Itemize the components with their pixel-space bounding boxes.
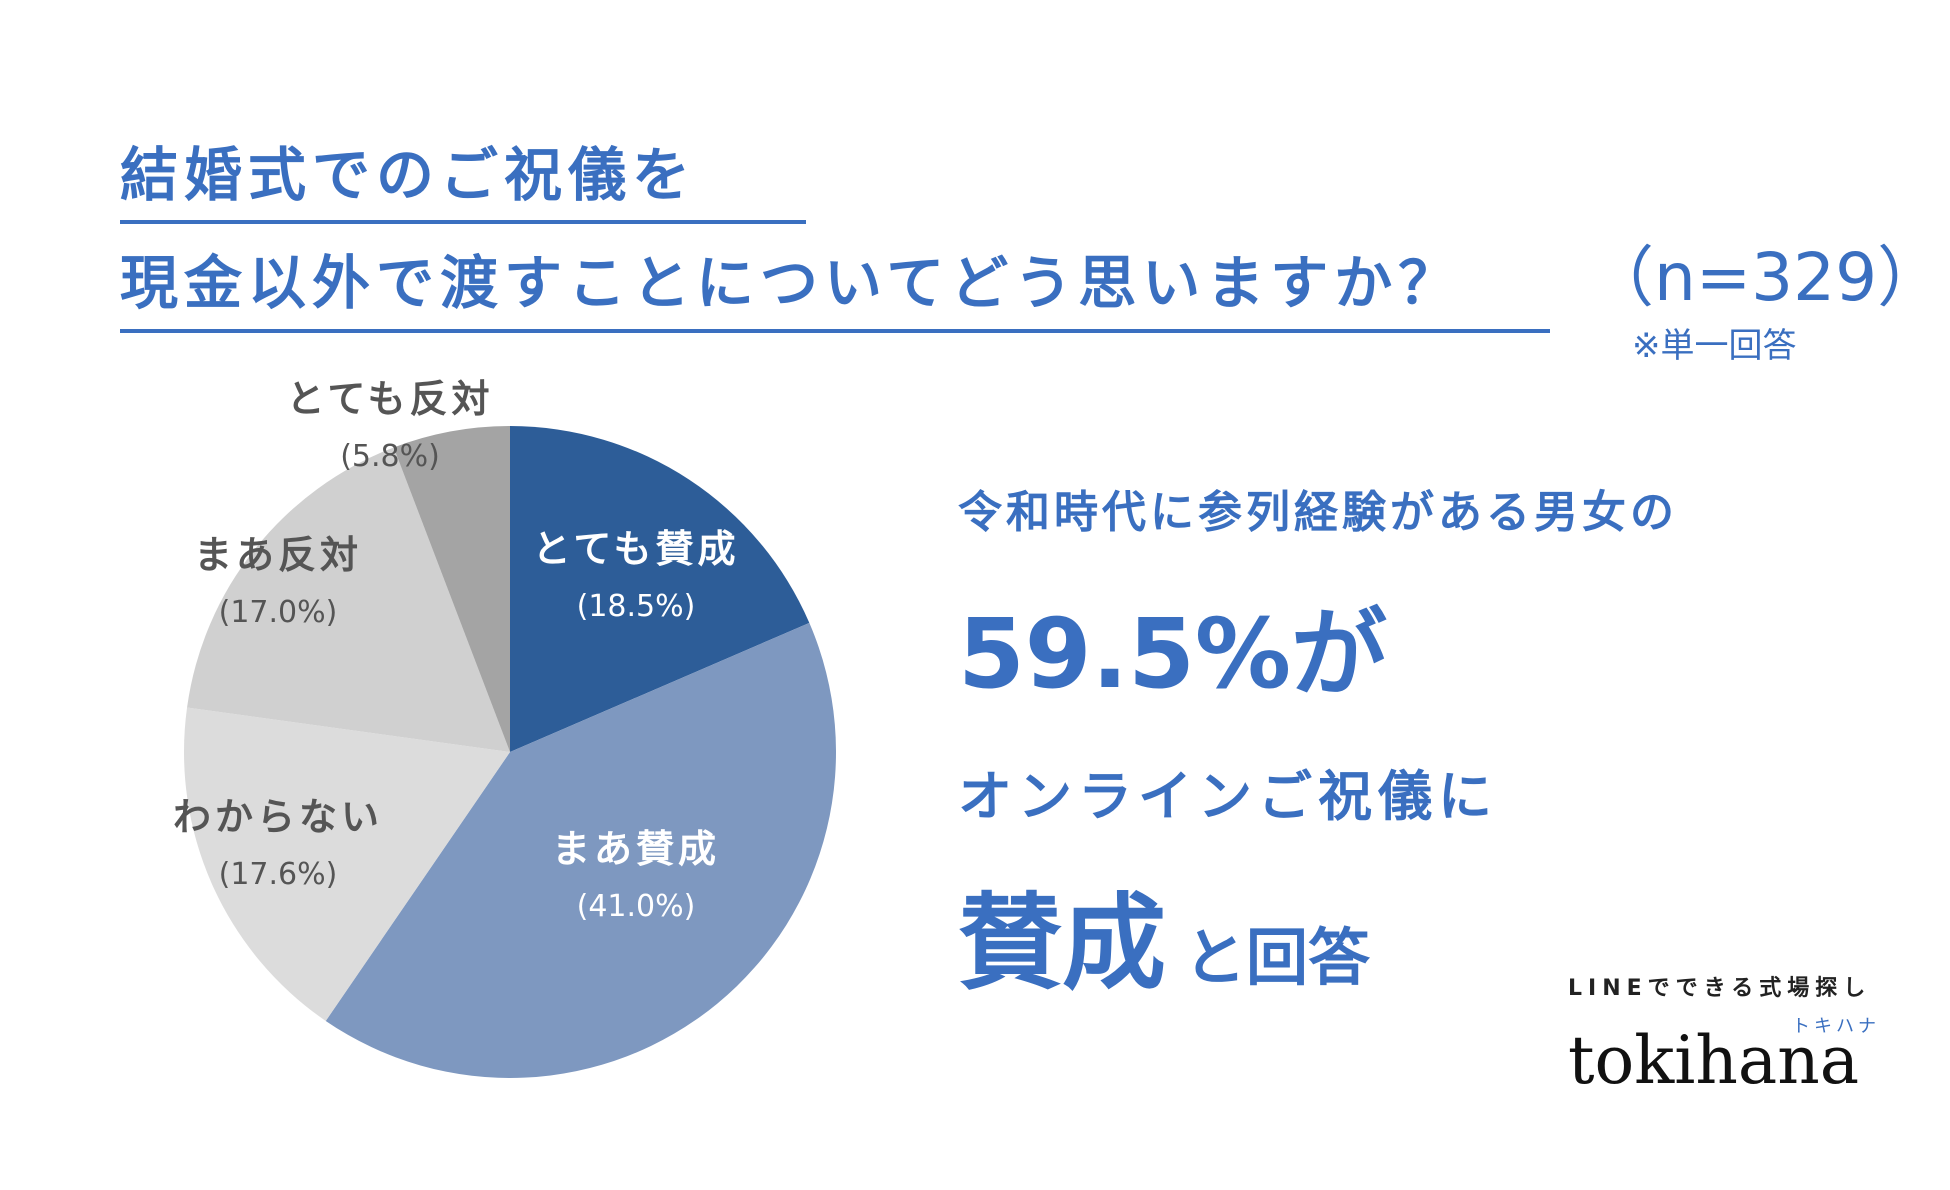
brand-logo: tokihana	[1568, 1022, 1860, 1099]
pie-category-label-2: まあ賛成	[552, 827, 720, 871]
single-answer-note: ※単一回答	[1632, 326, 1797, 366]
pie-slice-5	[393, 426, 510, 752]
brand-kana: トキハナ	[1792, 1016, 1880, 1037]
pie-chart: とても賛成 (18.5%) まあ賛成 (41.0%) わからない (17.6%) まあ反対 (…	[173, 377, 837, 1078]
pie-category-label-1: とても賛成	[533, 527, 740, 571]
pie-value-label-2: (41.0%)	[577, 889, 696, 924]
message-answer-word: と回答	[1184, 921, 1371, 994]
pie-slice-2	[325, 622, 837, 1078]
pie-slice-3	[184, 707, 510, 1021]
pie-category-label-4: まあ反対	[194, 533, 362, 577]
title-underline-1	[120, 220, 806, 224]
brand-tagline: LINEでできる式場探し	[1568, 976, 1872, 1001]
message-line-1: 令和時代に参列経験がある男女の	[958, 487, 1678, 538]
title-underline-2	[120, 329, 1550, 333]
pie-category-label-5: とても反対	[287, 377, 494, 421]
message-line-4: 賛成 と回答	[958, 858, 1370, 1009]
message-percent: 59.5%が	[958, 598, 1388, 710]
message-line-3: オンラインご祝儀に	[958, 765, 1498, 828]
pie-value-label-5: (5.8%)	[340, 439, 440, 474]
pie-value-label-1: (18.5%)	[577, 589, 696, 624]
pie-value-label-3: (17.6%)	[219, 857, 338, 892]
title-line-2: 現金以外で渡すことについてどう思いますか？	[120, 249, 1463, 317]
pie-slice-4	[187, 447, 511, 752]
pie-slice-1	[510, 426, 810, 752]
sample-size-label: （n=329）	[1588, 239, 1944, 316]
message-agree-word: 賛成	[958, 882, 1167, 1004]
pie-category-label-3: わからない	[173, 795, 383, 839]
pie-value-label-4: (17.0%)	[219, 595, 338, 630]
title-line-1: 結婚式でのご祝儀を	[120, 141, 697, 209]
